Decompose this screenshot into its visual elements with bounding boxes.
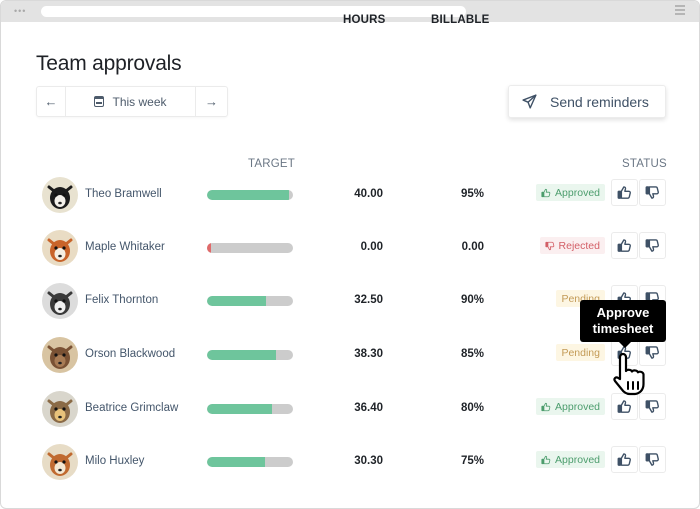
status-label: Pending — [561, 346, 600, 359]
reject-button[interactable] — [639, 232, 666, 259]
target-progress-bar — [207, 457, 293, 467]
status-label: Approved — [555, 400, 600, 413]
target-progress-fill — [207, 243, 212, 253]
hours-value: 40.00 — [354, 188, 383, 200]
thumbs-up-icon — [617, 452, 632, 467]
status-label: Approved — [555, 453, 600, 466]
thumbs-up-icon — [541, 188, 551, 198]
hours-value: 30.30 — [354, 455, 383, 467]
target-progress-bar — [207, 350, 293, 360]
status-badge: Pending — [556, 344, 605, 361]
thumbs-down-icon — [544, 241, 555, 251]
arrow-left-icon: ← — [44, 94, 58, 109]
status-badge: Approved — [536, 184, 605, 201]
status-label: Rejected — [558, 239, 600, 252]
table-row[interactable]: Felix Thornton 32.50 90% Pending — [1, 281, 699, 321]
employee-name[interactable]: Milo Huxley — [85, 455, 145, 467]
thumbs-up-icon — [617, 238, 632, 253]
week-navigator: ← This week → — [36, 86, 228, 117]
hamburger-menu-icon[interactable] — [675, 5, 685, 17]
employee-name[interactable]: Maple Whitaker — [85, 241, 165, 253]
target-progress-fill — [207, 190, 289, 200]
next-week-button[interactable]: → — [195, 87, 227, 116]
send-reminders-label: Send reminders — [550, 93, 649, 110]
avatar-bear — [42, 337, 78, 373]
approve-button[interactable] — [611, 179, 638, 206]
status-badge: Rejected — [539, 237, 605, 254]
thumbs-down-icon — [645, 185, 660, 200]
column-header-hours[interactable]: HOURS — [343, 14, 386, 26]
billable-value: 95% — [460, 188, 484, 200]
hours-value: 32.50 — [354, 294, 383, 306]
column-header-target[interactable]: TARGET — [248, 158, 295, 170]
thumbs-up-icon — [541, 402, 551, 412]
avatar-squirrel — [42, 444, 78, 480]
week-picker-button[interactable]: This week — [66, 87, 195, 116]
approve-button[interactable] — [611, 232, 638, 259]
thumbs-down-icon — [645, 399, 660, 414]
avatar-fox — [42, 230, 78, 266]
thumbs-up-icon — [617, 185, 632, 200]
billable-value: 0.00 — [461, 241, 484, 253]
table-row[interactable]: Orson Blackwood 38.30 85% Pending — [1, 335, 699, 375]
approve-tooltip: Approve timesheet — [580, 300, 666, 348]
hours-value: 38.30 — [354, 348, 383, 360]
target-progress-fill — [207, 457, 265, 467]
status-badge: Approved — [536, 451, 605, 468]
status-badge: Approved — [536, 398, 605, 415]
billable-value: 75% — [460, 455, 484, 467]
employee-name[interactable]: Beatrice Grimclaw — [85, 402, 179, 414]
target-progress-fill — [207, 404, 272, 414]
table-row[interactable]: Theo Bramwell 40.00 95% Approved — [1, 175, 699, 215]
reject-button[interactable] — [639, 393, 666, 420]
thumbs-down-icon — [645, 452, 660, 467]
employee-name[interactable]: Felix Thornton — [85, 294, 159, 306]
target-progress-fill — [207, 296, 267, 306]
table-row[interactable]: Maple Whitaker 0.00 0.00 Rejected — [1, 228, 699, 268]
hand-pointer-cursor-icon — [613, 352, 645, 396]
prev-week-button[interactable]: ← — [37, 87, 66, 116]
billable-value: 90% — [460, 294, 484, 306]
reject-button[interactable] — [639, 446, 666, 473]
table-row[interactable]: Beatrice Grimclaw 36.40 80% Approved — [1, 389, 699, 429]
avatar-owl — [42, 391, 78, 427]
employee-name[interactable]: Theo Bramwell — [85, 188, 162, 200]
billable-value: 85% — [460, 348, 484, 360]
send-reminders-button[interactable]: Send reminders — [508, 85, 666, 118]
billable-value: 80% — [460, 402, 484, 414]
status-label: Approved — [555, 186, 600, 199]
thumbs-up-icon — [541, 455, 551, 465]
target-progress-bar — [207, 296, 293, 306]
table-row[interactable]: Milo Huxley 30.30 75% Approved — [1, 442, 699, 482]
column-header-billable[interactable]: BILLABLE — [431, 14, 490, 26]
target-progress-fill — [207, 350, 276, 360]
thumbs-up-icon — [617, 399, 632, 414]
hours-value: 0.00 — [360, 241, 383, 253]
thumbs-down-icon — [645, 238, 660, 253]
arrow-right-icon: → — [205, 94, 218, 109]
target-progress-bar — [207, 243, 293, 253]
address-bar[interactable] — [41, 6, 466, 17]
hours-value: 36.40 — [354, 402, 383, 414]
avatar-raccoon — [42, 283, 78, 319]
thumbs-down-icon — [645, 345, 660, 360]
target-progress-bar — [207, 190, 293, 200]
page-title: Team approvals — [36, 52, 182, 75]
paper-plane-icon — [522, 94, 537, 109]
target-progress-bar — [207, 404, 293, 414]
avatar-badger — [42, 177, 78, 213]
calendar-icon — [94, 96, 105, 107]
window-dots: ••• — [14, 6, 27, 16]
reject-button[interactable] — [639, 179, 666, 206]
approve-button[interactable] — [611, 446, 638, 473]
approve-button[interactable] — [611, 393, 638, 420]
employee-name[interactable]: Orson Blackwood — [85, 348, 176, 360]
column-header-status[interactable]: STATUS — [622, 158, 667, 170]
browser-chrome: ••• — [1, 1, 699, 22]
week-label: This week — [112, 94, 167, 109]
